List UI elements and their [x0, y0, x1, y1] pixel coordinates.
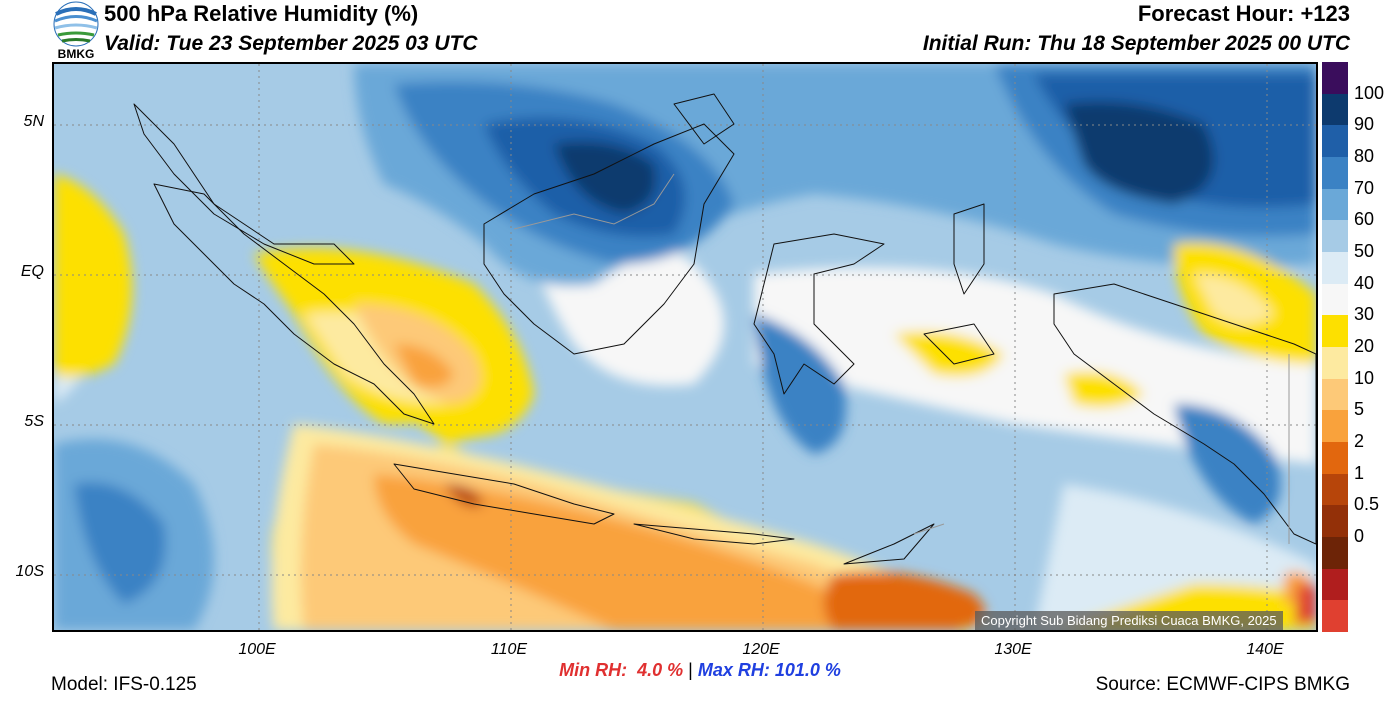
colorbar-segment [1322, 600, 1348, 633]
lon-label-120e: 120E [742, 641, 780, 658]
colorbar-segment [1322, 537, 1348, 570]
colorbar-tick-label: 30 [1354, 304, 1375, 325]
stats-separator: | [688, 660, 693, 680]
colorbar-segment [1322, 220, 1348, 253]
colorbar-segment [1322, 505, 1348, 538]
colorbar-tick-label: 2 [1354, 431, 1365, 451]
colorbar-tick-label: 40 [1354, 272, 1375, 293]
max-rh-label: Max RH: [697, 660, 770, 680]
colorbar-tick-label: 100 [1354, 82, 1385, 103]
forecast-hour: Forecast Hour: +123 [1137, 1, 1350, 26]
colorbar-tick-label: 80 [1354, 146, 1375, 166]
rh-stats: Min RH: 4.0 % | Max RH: 101.0 % [0, 660, 1400, 681]
colorbar-tick-label: 60 [1354, 209, 1375, 230]
min-rh-label: Min RH: [559, 660, 628, 680]
humidity-field-svg [54, 64, 1316, 630]
chart-title: 500 hPa Relative Humidity (%) [104, 1, 419, 26]
colorbar-tick-label: 10 [1354, 367, 1375, 388]
colorbar-tick-label: 5 [1354, 399, 1365, 420]
colorbar-tick-label: 70 [1354, 177, 1375, 198]
lon-label-130e: 130E [994, 641, 1032, 658]
colorbar-segment [1322, 473, 1348, 506]
colorbar-segment [1322, 62, 1348, 95]
lon-label-110e: 110E [490, 641, 528, 658]
min-rh: Min RH: 4.0 % [559, 660, 683, 680]
model-info: Model: IFS-0.125 [51, 674, 197, 695]
colorbar [1322, 62, 1348, 633]
lat-label-5n: 5N [23, 113, 44, 130]
colorbar-tick-label: 1 [1354, 462, 1365, 483]
colorbar-segment [1322, 347, 1348, 380]
lon-label-100e: 100E [238, 641, 276, 658]
colorbar-segment [1322, 442, 1348, 475]
lat-label-10s: 10S [15, 563, 44, 580]
colorbar-segment [1322, 252, 1348, 285]
colorbar-tick-label: 90 [1354, 114, 1375, 135]
colorbar-tick-label: 20 [1354, 336, 1375, 356]
lat-label-5s: 5S [24, 413, 44, 430]
max-rh: Max RH: 101.0 % [698, 660, 841, 680]
colorbar-segment [1322, 315, 1348, 348]
colorbar-segment [1322, 188, 1348, 221]
max-rh-value: 101.0 % [774, 660, 841, 680]
bmkg-logo [50, 0, 102, 62]
colorbar-segment [1322, 568, 1348, 601]
colorbar-tick-label: 50 [1354, 241, 1375, 261]
colorbar-segment [1322, 125, 1348, 158]
source-info: Source: ECMWF-CIPS BMKG [1095, 674, 1350, 695]
colorbar-segment [1322, 283, 1348, 316]
colorbar-segment [1322, 378, 1348, 411]
colorbar-segment [1322, 410, 1348, 443]
valid-time: Valid: Tue 23 September 2025 03 UTC [104, 32, 478, 55]
colorbar-tick-label: 0.5 [1354, 494, 1380, 515]
min-rh-value: 4.0 % [637, 660, 684, 680]
lat-label-eq: EQ [20, 263, 44, 280]
initial-run: Initial Run: Thu 18 September 2025 00 UT… [922, 32, 1350, 55]
colorbar-segment [1322, 157, 1348, 190]
logo-text: BMKG [57, 47, 95, 61]
colorbar-segment [1322, 93, 1348, 126]
copyright-notice: Copyright Sub Bidang Prediksi Cuaca BMKG… [975, 611, 1283, 630]
colorbar-tick-label: 0 [1354, 526, 1365, 546]
lon-label-140e: 140E [1246, 641, 1284, 658]
humidity-map [52, 62, 1318, 632]
